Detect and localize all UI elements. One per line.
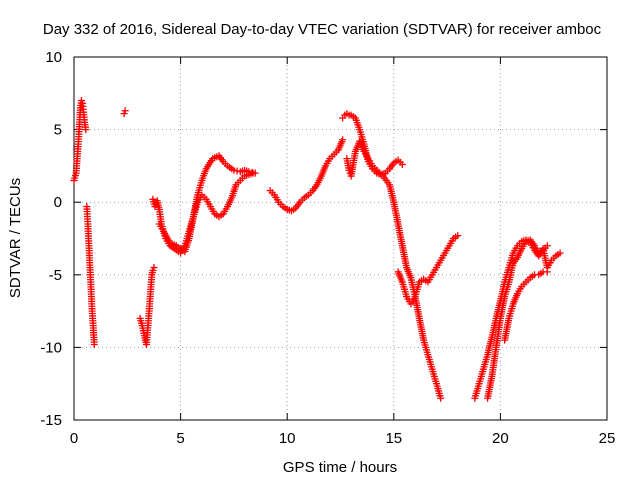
x-axis-label: GPS time / hours	[283, 459, 397, 476]
data-point	[398, 160, 406, 168]
data-point	[543, 242, 551, 250]
x-tick-label: 25	[599, 430, 616, 447]
ticks: 0 5 10 15 20 25 10 5 0 -5 -10 -15	[40, 49, 615, 447]
data-point	[339, 136, 347, 144]
x-tick-label: 5	[176, 430, 184, 447]
y-tick-label: -5	[49, 267, 62, 284]
x-tick-label: 15	[385, 430, 402, 447]
data-point	[543, 268, 551, 276]
grid	[74, 57, 607, 420]
data-point	[121, 107, 129, 115]
x-tick-label: 20	[492, 430, 509, 447]
x-tick-label: 0	[70, 430, 78, 447]
y-tick-label: 5	[54, 122, 62, 139]
y-tick-label: -10	[40, 339, 62, 356]
data-marks	[70, 97, 564, 402]
y-tick-label: 0	[54, 194, 62, 211]
data-point	[230, 166, 238, 174]
data-point	[454, 232, 462, 240]
y-tick-label: 10	[45, 49, 62, 66]
data-point	[90, 340, 98, 348]
plot-frame	[73, 56, 608, 421]
x-tick-label: 10	[279, 430, 296, 447]
data-point	[150, 264, 158, 272]
data-point	[248, 168, 256, 176]
data-point	[82, 126, 90, 134]
chart-title: Day 332 of 2016, Sidereal Day-to-day VTE…	[43, 21, 602, 38]
data-point	[556, 249, 564, 257]
y-axis-label: SDTVAR / TECUs	[7, 178, 24, 298]
data-point	[245, 168, 253, 176]
data-point	[251, 169, 259, 177]
data-point	[437, 394, 445, 402]
y-tick-label: -15	[40, 412, 62, 429]
